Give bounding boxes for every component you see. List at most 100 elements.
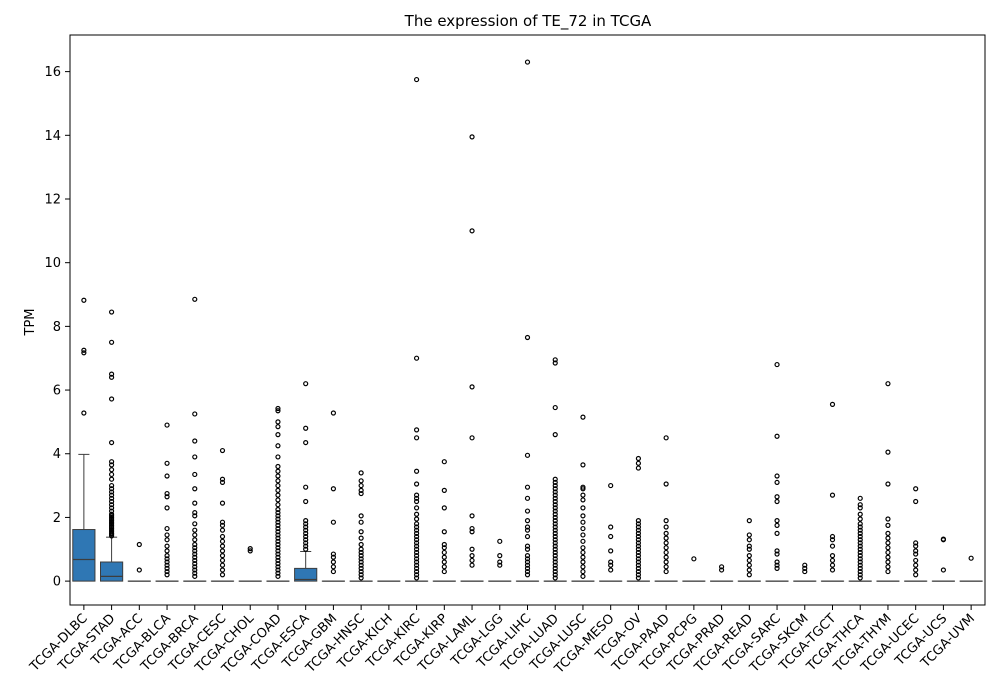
outlier-point — [219, 500, 226, 506]
outlier-point — [441, 554, 447, 560]
outlier-point — [108, 486, 115, 492]
outlier-point — [524, 495, 531, 501]
outlier-point — [524, 559, 531, 565]
outlier-point — [857, 556, 863, 562]
outlier-point — [913, 557, 919, 564]
outlier-point — [857, 559, 863, 565]
outlier-point — [108, 508, 115, 514]
outlier-point — [413, 498, 420, 505]
y-tick-label: 2 — [53, 511, 61, 526]
outlier-point — [303, 484, 309, 490]
outlier-point — [81, 297, 87, 303]
outlier-point — [746, 543, 752, 549]
outlier-point — [164, 548, 170, 554]
outlier-point — [635, 521, 642, 527]
outlier-point — [219, 476, 226, 482]
outlier-point — [330, 519, 337, 525]
plot-frame — [69, 34, 986, 606]
outlier-point — [635, 455, 642, 462]
outlier-point — [774, 473, 780, 479]
outlier-point — [774, 551, 780, 557]
outlier-point — [524, 572, 531, 578]
outlier-point — [913, 486, 919, 492]
outlier-point — [913, 543, 919, 549]
outlier-point — [192, 500, 198, 506]
outlier-point — [358, 487, 364, 493]
outlier-point — [275, 473, 281, 479]
outlier-point — [580, 545, 586, 551]
outlier-point — [219, 557, 226, 564]
outlier-point — [857, 511, 863, 517]
outlier-point — [913, 540, 919, 546]
outlier-point — [275, 432, 281, 438]
outlier-point — [857, 527, 863, 533]
outlier-point — [552, 511, 558, 517]
outlier-point — [469, 384, 475, 390]
outlier-point — [580, 484, 586, 490]
outlier-point — [829, 537, 836, 543]
outlier-point — [885, 381, 891, 387]
outlier-point — [524, 484, 531, 490]
outlier-point — [303, 546, 309, 552]
outlier-point — [275, 551, 281, 557]
outlier-point — [192, 548, 198, 554]
outlier-point — [524, 533, 531, 540]
outlier-point — [441, 559, 447, 565]
outlier-point — [303, 498, 309, 505]
outlier-point — [219, 548, 226, 554]
outlier-point — [358, 482, 364, 489]
outlier-point — [275, 513, 281, 519]
outlier-point — [774, 559, 780, 565]
outlier-point — [413, 553, 420, 559]
outlier-point — [857, 549, 863, 556]
outlier-point — [413, 568, 420, 575]
outlier-point — [663, 559, 669, 565]
outlier-point — [164, 460, 170, 466]
outlier-point — [663, 564, 669, 570]
outlier-point — [219, 572, 226, 578]
outlier-point — [913, 551, 919, 557]
outlier-point — [552, 521, 558, 527]
outlier-point — [608, 567, 614, 573]
outlier-point — [164, 525, 170, 532]
outlier-point — [108, 505, 115, 511]
outlier-point — [580, 549, 586, 556]
outlier-point — [192, 564, 198, 570]
outlier-point — [303, 425, 309, 431]
outlier-point — [774, 494, 780, 500]
outlier-point — [663, 524, 669, 530]
outlier-point — [108, 489, 115, 495]
outlier-point — [330, 410, 337, 416]
outlier-point — [802, 568, 808, 575]
outlier-point — [663, 535, 669, 541]
outlier-point — [635, 575, 642, 581]
outlier-point — [108, 439, 115, 446]
outlier-point — [413, 556, 420, 562]
outlier-point — [608, 533, 614, 540]
outlier-point — [413, 435, 420, 441]
outlier-point — [885, 522, 891, 528]
outlier-point — [663, 545, 669, 551]
outlier-point — [330, 564, 337, 570]
outlier-point — [275, 545, 281, 551]
outlier-point — [608, 559, 614, 565]
outlier-point — [968, 555, 974, 561]
outlier-point — [441, 564, 447, 570]
outlier-point — [247, 546, 253, 552]
outlier-point — [358, 513, 364, 519]
outlier-point — [413, 530, 420, 536]
outlier-point — [275, 554, 281, 560]
outlier-point — [497, 553, 503, 559]
outlier-point — [219, 553, 226, 559]
outlier-point — [275, 424, 281, 430]
outlier-point — [635, 537, 642, 543]
outlier-point — [552, 479, 558, 486]
outlier-point — [441, 541, 447, 548]
outlier-point — [275, 405, 281, 412]
outlier-point — [358, 553, 364, 559]
outlier-point — [524, 556, 531, 562]
outlier-point — [413, 559, 420, 565]
outlier-point — [192, 527, 198, 533]
outlier-point — [746, 562, 752, 568]
y-tick-label: 4 — [53, 447, 61, 462]
